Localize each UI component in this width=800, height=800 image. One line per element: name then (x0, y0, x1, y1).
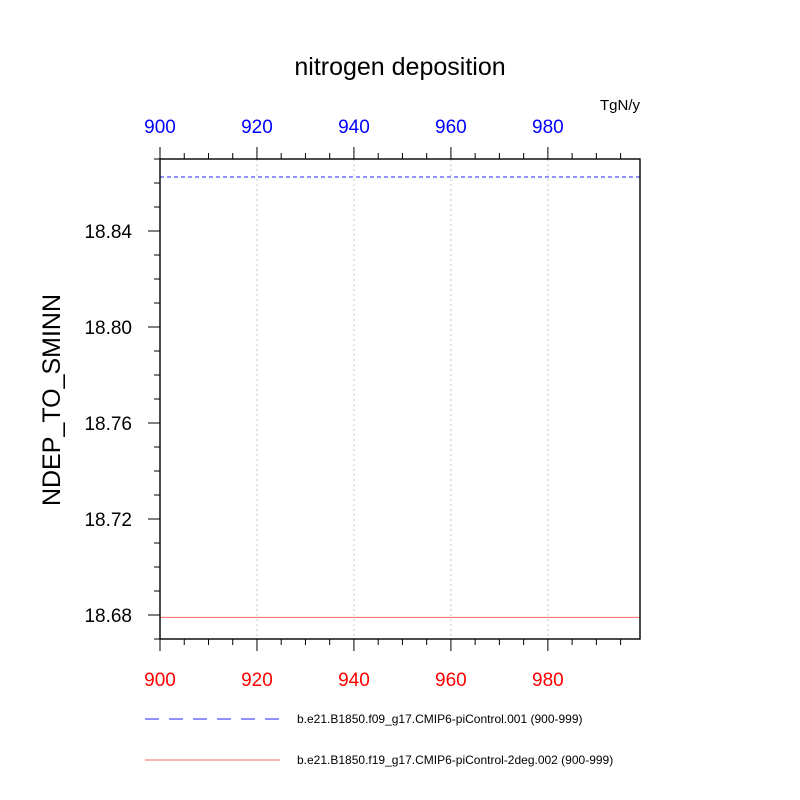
x-tick-label: 940 (338, 670, 370, 691)
legend-label: b.e21.B1850.f09_g17.CMIP6-piControl.001 … (297, 712, 583, 726)
top-x-tick-label: 960 (435, 117, 467, 138)
units-label: TgN/y (600, 97, 641, 114)
y-axis-label: NDEP_TO_SMINN (38, 294, 66, 506)
y-tick-label: 18.80 (84, 318, 132, 339)
series-layer (160, 176, 640, 618)
top-x-tick-label: 920 (241, 117, 273, 138)
y-tick-label: 18.68 (84, 606, 132, 627)
x-tick-label: 960 (435, 670, 467, 691)
x-tick-label: 920 (241, 670, 273, 691)
x-tick-label: 900 (144, 670, 176, 691)
legend: b.e21.B1850.f09_g17.CMIP6-piControl.001 … (145, 712, 613, 767)
top-x-tick-label: 980 (532, 117, 564, 138)
legend-label: b.e21.B1850.f19_g17.CMIP6-piControl-2deg… (297, 753, 613, 767)
y-tick-label: 18.76 (84, 414, 132, 435)
top-x-tick-label: 900 (144, 117, 176, 138)
x-tick-label: 980 (532, 670, 564, 691)
grid-lines (256, 159, 549, 639)
axes: 900 900 920 920 940 940 960 960 980 980 18.68 18.72… (84, 117, 641, 691)
y-tick-label: 18.84 (84, 222, 132, 243)
plot-frame (159, 158, 641, 640)
chart-title: nitrogen deposition (294, 53, 505, 81)
top-x-tick-label: 940 (338, 117, 370, 138)
y-tick-label: 18.72 (84, 510, 132, 531)
